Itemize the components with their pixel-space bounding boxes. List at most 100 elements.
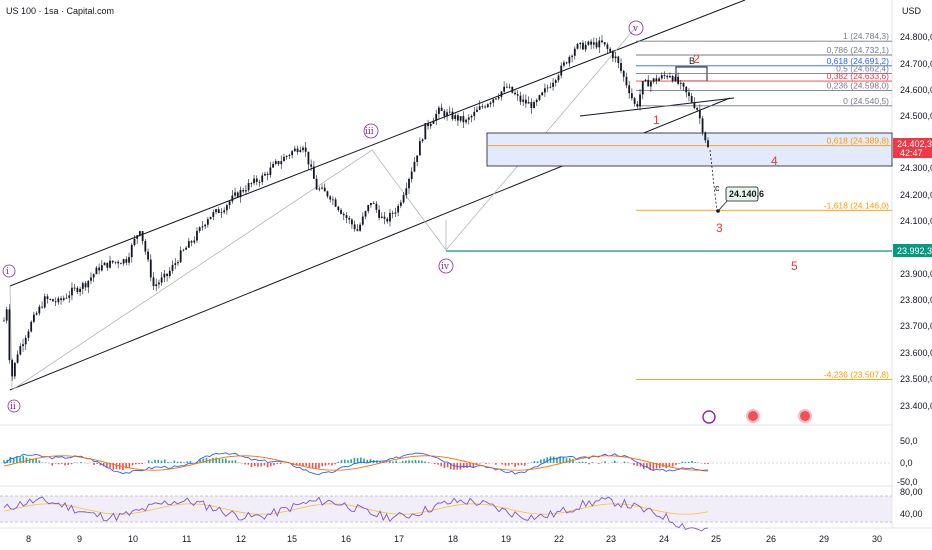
macd-histogram-bar (244, 463, 246, 465)
macd-histogram-bar (655, 463, 658, 469)
rsi-band (0, 496, 892, 522)
candle-body (71, 287, 73, 296)
macd-histogram-bar (652, 463, 655, 471)
fib-label: -1,618 (24.146,0) (824, 200, 889, 210)
candle-body (277, 161, 280, 165)
candle-body (639, 94, 641, 107)
candle-body (177, 262, 179, 264)
candle-body (73, 287, 76, 289)
macd-histogram-bar (495, 463, 497, 465)
macd-histogram-bar (176, 461, 179, 463)
target-price-box[interactable] (725, 186, 759, 202)
candle-body (394, 212, 397, 214)
macd-histogram-bar (417, 460, 420, 463)
x-axis[interactable]: 8 9 10 11 12 15 16 17 18 19 22 23 24 25 … (26, 534, 882, 544)
event-flash-icon[interactable] (702, 410, 716, 424)
candle-body (693, 102, 696, 109)
candle-body (440, 107, 443, 111)
macd-histogram-bar (649, 463, 651, 471)
macd-histogram-bar (41, 462, 44, 463)
macd-histogram-bar (6, 459, 9, 463)
candle-body (380, 216, 383, 218)
us-flag-event-icon[interactable] (798, 409, 812, 423)
triangle-line (579, 97, 735, 117)
candle-body (285, 156, 288, 157)
macd-histogram-bar (73, 462, 76, 463)
y-tick-label: 23.400,0 (900, 401, 932, 411)
candle-body (152, 277, 155, 287)
macd-histogram-bar (543, 458, 545, 463)
macd-histogram-bar (427, 462, 430, 463)
macd-histogram-bar (337, 461, 340, 463)
candle-body (114, 261, 117, 263)
macd-histogram-bar (469, 463, 471, 467)
macd-histogram-bar (514, 463, 516, 467)
x-tick-label: 22 (554, 534, 564, 544)
macd-histogram-bar (662, 463, 664, 467)
candle-body (76, 287, 79, 293)
candle-body (582, 42, 584, 50)
macd-histogram-bar (353, 457, 356, 463)
y-tick-label: 24.500,0 (900, 111, 932, 121)
candle-body (302, 147, 304, 151)
target-pointer (717, 199, 729, 212)
macd-histogram-bar (106, 463, 108, 468)
candle-body (95, 267, 98, 275)
macd-histogram-bar (546, 457, 549, 463)
wave-label-c: c (715, 183, 720, 193)
candle-body (356, 229, 359, 231)
candle-body (239, 189, 242, 198)
green-level-text: 23.992,3 (897, 246, 932, 256)
macd-histogram-bar (257, 463, 259, 467)
candle-body (508, 86, 511, 88)
macd-histogram-bar (305, 463, 307, 466)
candle-body (427, 123, 429, 127)
macd-histogram-bar (311, 463, 314, 468)
candle-body (326, 191, 329, 197)
candle-body (223, 210, 226, 213)
macd-histogram-bar (221, 458, 224, 463)
current-price-badge (893, 138, 932, 158)
us-flag-event-icon[interactable] (746, 409, 760, 423)
x-tick-label: 8 (26, 534, 31, 544)
candle-body (549, 86, 552, 88)
wave-label-4: 4 (771, 154, 778, 168)
macd-histogram-bar (687, 461, 690, 463)
candle-body (92, 274, 95, 278)
macd-histogram-bar (671, 463, 674, 467)
wave-label-i: i (6, 267, 9, 277)
candle-body (103, 262, 106, 266)
y-axis[interactable]: 24.800,0 24.700,0 24.600,0 24.500,0 24.3… (900, 32, 932, 411)
candle-body (255, 178, 258, 182)
candle-body (106, 262, 109, 268)
candle-body (399, 202, 402, 206)
macd-histogram-bar (639, 463, 642, 467)
candle-body (133, 238, 136, 245)
signal-line (3, 455, 709, 471)
candle-body (571, 55, 573, 57)
candle-body (280, 161, 283, 165)
x-tick-label: 24 (659, 534, 669, 544)
macd-histogram-bar (658, 463, 661, 469)
candle-body (438, 107, 440, 114)
rsi-pane[interactable] (3, 496, 709, 532)
channel-upper-line[interactable] (9, 0, 746, 287)
macd-pane[interactable] (0, 452, 892, 475)
demand-zone[interactable] (486, 132, 893, 167)
candle-body (486, 104, 489, 108)
candle-body (30, 321, 33, 332)
candle-body (685, 86, 688, 93)
candle-body (707, 140, 709, 148)
macd-histogram-bar (691, 460, 693, 463)
macd-histogram-bar (581, 461, 584, 463)
macd-histogram-bar (80, 461, 82, 463)
x-tick-label: 15 (287, 534, 297, 544)
candle-body (630, 93, 633, 99)
candle-body (81, 283, 84, 289)
candle-body (340, 209, 342, 214)
x-tick-label: 30 (872, 534, 882, 544)
candle-body (144, 241, 147, 252)
candle-body (666, 75, 669, 78)
candle-body (516, 94, 519, 96)
